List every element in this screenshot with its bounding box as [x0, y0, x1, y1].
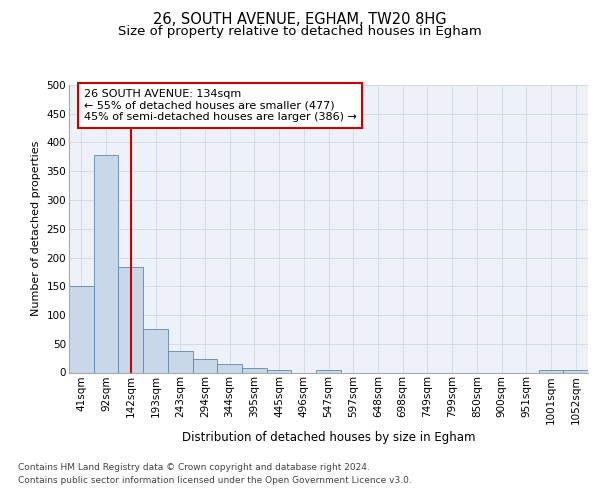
- Bar: [143, 330, 168, 372]
- Bar: [69, 286, 94, 372]
- Text: 26, SOUTH AVENUE, EGHAM, TW20 8HG: 26, SOUTH AVENUE, EGHAM, TW20 8HG: [153, 12, 447, 28]
- Text: 26 SOUTH AVENUE: 134sqm
← 55% of detached houses are smaller (477)
45% of semi-d: 26 SOUTH AVENUE: 134sqm ← 55% of detache…: [84, 89, 357, 122]
- Bar: [168, 351, 193, 372]
- Bar: [242, 368, 267, 372]
- Bar: [316, 370, 341, 372]
- Bar: [539, 370, 563, 372]
- Y-axis label: Number of detached properties: Number of detached properties: [31, 141, 41, 316]
- Text: Contains public sector information licensed under the Open Government Licence v3: Contains public sector information licen…: [18, 476, 412, 485]
- X-axis label: Distribution of detached houses by size in Egham: Distribution of detached houses by size …: [182, 431, 475, 444]
- Text: Contains HM Land Registry data © Crown copyright and database right 2024.: Contains HM Land Registry data © Crown c…: [18, 462, 370, 471]
- Bar: [563, 370, 588, 372]
- Bar: [118, 268, 143, 372]
- Bar: [193, 360, 217, 372]
- Text: Size of property relative to detached houses in Egham: Size of property relative to detached ho…: [118, 25, 482, 38]
- Bar: [217, 364, 242, 372]
- Bar: [267, 370, 292, 372]
- Bar: [94, 155, 118, 372]
